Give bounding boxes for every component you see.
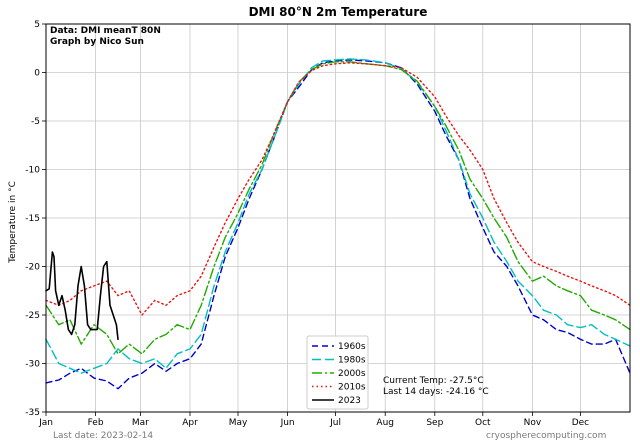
source-footer: cryospherecomputing.com <box>486 431 607 441</box>
y-axis-label: Temperature in °C <box>8 181 18 264</box>
series-line-2000s <box>45 61 631 355</box>
x-tick-label-nov: Nov <box>524 418 542 428</box>
legend-label-1980s: 1980s <box>338 356 366 366</box>
legend-label-2023: 2023 <box>338 396 361 406</box>
legend-label-2010s: 2010s <box>338 383 366 393</box>
x-tick-label-mar: Mar <box>132 418 149 428</box>
x-tick-label-jun: Jun <box>280 418 295 428</box>
y-tick-label: -5 <box>31 117 40 127</box>
x-tick-label-feb: Feb <box>88 418 104 428</box>
x-tick-label-aug: Aug <box>376 418 394 428</box>
y-tick-label: -10 <box>25 166 40 176</box>
last-date-footer: Last date: 2023-02-14 <box>53 431 154 441</box>
y-tick-label: 5 <box>34 20 40 30</box>
last-14-days-text: Last 14 days: -24.16 °C <box>383 387 489 397</box>
series-line-1980s <box>45 58 631 374</box>
legend: 1960s 1980s 2000s 2010s 2023 <box>306 335 369 410</box>
y-tick-label: -30 <box>25 360 40 370</box>
legend-box <box>306 335 369 410</box>
series-line-2023 <box>45 251 119 341</box>
x-tick-label-jan: Jan <box>38 418 53 428</box>
y-tick-label: -35 <box>25 408 40 418</box>
x-tick-label-oct: Oct <box>475 418 491 428</box>
y-tick-label: 0 <box>34 69 40 79</box>
y-tick-label: -20 <box>25 263 40 273</box>
author-annotation: Graph by Nico Sun <box>50 37 144 47</box>
series-lines <box>45 58 631 390</box>
data-source-annotation: Data: DMI meanT 80N <box>50 26 161 36</box>
legend-label-2000s: 2000s <box>338 369 366 379</box>
x-tick-label-may: May <box>229 418 248 428</box>
plot-frame <box>45 23 631 413</box>
chart-title: DMI 80°N 2m Temperature <box>249 5 428 19</box>
x-tick-label-sep: Sep <box>426 418 443 428</box>
series-line-1960s <box>45 59 631 390</box>
y-tick-label: -15 <box>25 214 40 224</box>
legend-label-1960s: 1960s <box>338 342 366 352</box>
gridlines <box>45 23 630 413</box>
x-tick-label-jul: Jul <box>329 418 341 428</box>
x-tick-label-apr: Apr <box>182 418 198 428</box>
series-line-2010s <box>45 62 631 316</box>
y-tick-label: -25 <box>25 311 40 321</box>
current-temp-text: Current Temp: -27.5°C <box>383 376 484 386</box>
x-tick-label-dec: Dec <box>572 418 589 428</box>
